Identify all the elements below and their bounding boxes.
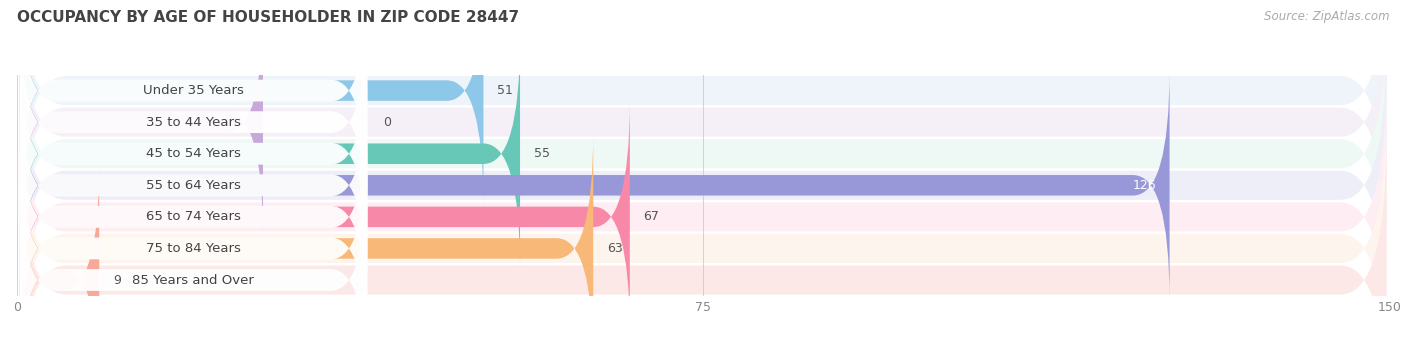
FancyBboxPatch shape: [20, 101, 630, 333]
FancyBboxPatch shape: [20, 0, 1386, 234]
FancyBboxPatch shape: [20, 42, 1386, 329]
FancyBboxPatch shape: [20, 38, 520, 270]
FancyBboxPatch shape: [20, 69, 1170, 301]
Text: 0: 0: [382, 116, 391, 129]
Text: Source: ZipAtlas.com: Source: ZipAtlas.com: [1264, 10, 1389, 23]
FancyBboxPatch shape: [20, 0, 367, 206]
FancyBboxPatch shape: [20, 11, 1386, 297]
Text: 126: 126: [1132, 179, 1156, 192]
Text: 9: 9: [112, 273, 121, 287]
Text: OCCUPANCY BY AGE OF HOUSEHOLDER IN ZIP CODE 28447: OCCUPANCY BY AGE OF HOUSEHOLDER IN ZIP C…: [17, 10, 519, 25]
FancyBboxPatch shape: [20, 101, 367, 332]
Text: 45 to 54 Years: 45 to 54 Years: [146, 147, 240, 160]
Text: 35 to 44 Years: 35 to 44 Years: [146, 116, 240, 129]
FancyBboxPatch shape: [20, 0, 484, 207]
FancyBboxPatch shape: [20, 38, 367, 269]
Text: 63: 63: [607, 242, 623, 255]
FancyBboxPatch shape: [20, 105, 1386, 340]
FancyBboxPatch shape: [20, 133, 367, 340]
FancyBboxPatch shape: [20, 70, 367, 301]
Text: 65 to 74 Years: 65 to 74 Years: [146, 210, 240, 223]
Text: 55 to 64 Years: 55 to 64 Years: [146, 179, 240, 192]
Text: 55: 55: [534, 147, 550, 160]
FancyBboxPatch shape: [20, 165, 367, 340]
Text: 67: 67: [644, 210, 659, 223]
Text: 51: 51: [498, 84, 513, 97]
FancyBboxPatch shape: [20, 73, 1386, 340]
FancyBboxPatch shape: [20, 7, 367, 238]
Text: 75 to 84 Years: 75 to 84 Years: [146, 242, 240, 255]
Text: Under 35 Years: Under 35 Years: [143, 84, 243, 97]
Text: 85 Years and Over: 85 Years and Over: [132, 273, 254, 287]
FancyBboxPatch shape: [20, 164, 100, 340]
FancyBboxPatch shape: [20, 0, 1386, 266]
FancyBboxPatch shape: [20, 137, 1386, 340]
FancyBboxPatch shape: [20, 132, 593, 340]
FancyBboxPatch shape: [20, 6, 263, 238]
